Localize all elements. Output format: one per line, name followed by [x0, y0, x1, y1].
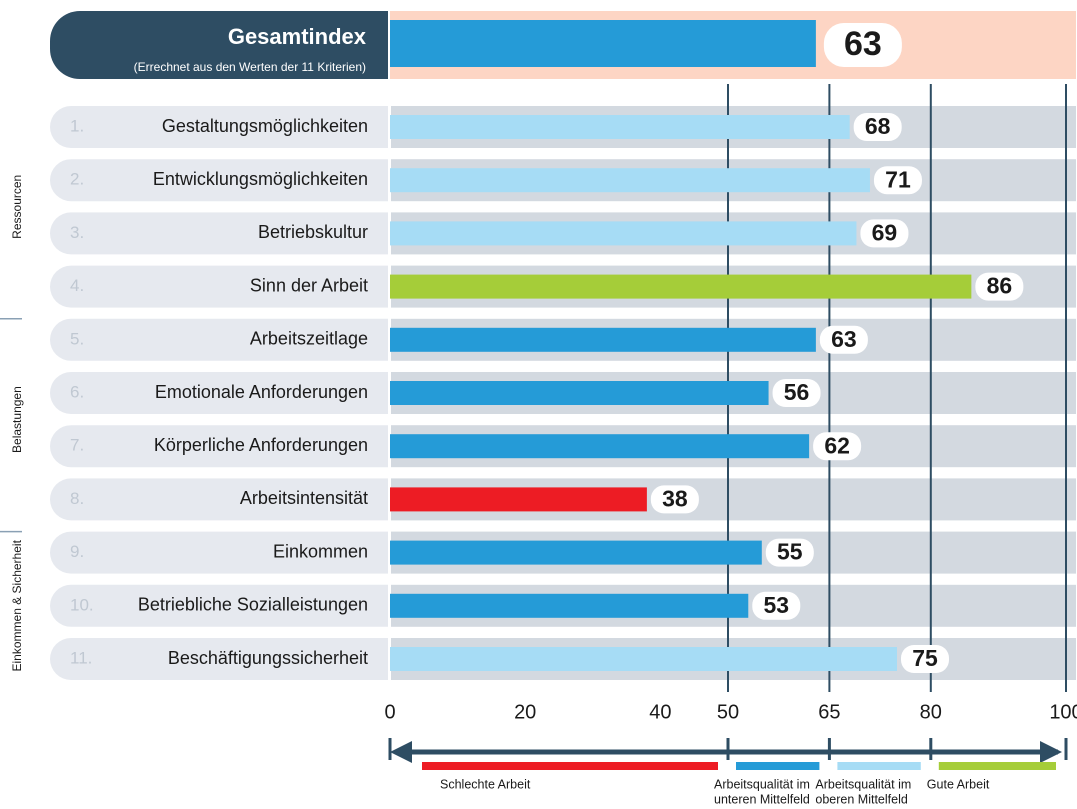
- value-pill: [752, 591, 801, 620]
- bar: [390, 115, 850, 139]
- rank: 4.: [70, 276, 84, 295]
- total-bar: [390, 20, 816, 67]
- rank: 2.: [70, 170, 84, 189]
- legend-label: unteren Mittelfeld: [714, 792, 810, 806]
- rank: 5.: [70, 329, 84, 348]
- value-pill: [901, 645, 949, 673]
- bar: [390, 274, 972, 299]
- value-label: 68: [865, 113, 891, 139]
- value-pill: [765, 538, 814, 567]
- bar: [390, 487, 647, 512]
- row-label-bg: [50, 425, 388, 468]
- category-label: Gestaltungsmöglichkeiten: [162, 116, 368, 136]
- value-pill: [873, 166, 922, 195]
- group-label: Einkommen & Sicherheit: [10, 539, 24, 671]
- legend-label: Gute Arbeit: [927, 777, 990, 791]
- group-label: Belastungen: [10, 386, 24, 453]
- legend-label: Arbeitsqualität im: [815, 777, 911, 791]
- category-label: Arbeitsintensität: [240, 488, 368, 508]
- value-label: 62: [824, 432, 850, 458]
- value-pill: [772, 379, 821, 407]
- value-pill: [819, 325, 868, 354]
- row-label-bg: [50, 159, 388, 202]
- legend-label: oberen Mittelfeld: [815, 792, 907, 806]
- value-label: 56: [784, 379, 810, 405]
- rank: 1.: [70, 116, 84, 135]
- x-tick-label: 0: [384, 701, 395, 723]
- rank: 10.: [70, 595, 94, 614]
- legend-swatch: [938, 762, 1056, 770]
- rank: 9.: [70, 542, 84, 561]
- rank: 8.: [70, 489, 84, 508]
- row-label-bg: [49, 478, 389, 521]
- bar: [390, 434, 810, 459]
- total-pill: [823, 23, 902, 67]
- value-label: 86: [987, 273, 1013, 299]
- total-title: Gesamtindex: [228, 24, 367, 49]
- rank: 3.: [70, 223, 84, 242]
- x-tick-label: 100: [1049, 701, 1077, 723]
- row-label-bg: [50, 106, 388, 148]
- row-label-bg: [50, 531, 388, 574]
- row-label-bg: [50, 372, 388, 414]
- bar: [390, 327, 816, 352]
- x-tick-label: 50: [717, 701, 739, 723]
- value-pill: [813, 432, 862, 461]
- legend-swatch: [736, 762, 820, 770]
- rank: 7.: [70, 436, 84, 455]
- bar: [390, 540, 762, 565]
- bar: [390, 168, 870, 193]
- legend-label: Schlechte Arbeit: [440, 777, 531, 791]
- x-tick-label: 20: [514, 701, 536, 723]
- category-label: Einkommen: [273, 541, 368, 561]
- rank: 11.: [70, 648, 92, 667]
- value-label: 55: [777, 539, 803, 565]
- value-label: 75: [912, 645, 938, 671]
- x-tick-label: 80: [920, 701, 942, 723]
- legend-label: Arbeitsqualität im: [714, 777, 810, 791]
- x-tick-label: 40: [649, 701, 671, 723]
- x-tick-label: 65: [818, 701, 840, 723]
- group-label: Ressourcen: [10, 175, 24, 239]
- arrow-head-left: [390, 741, 412, 763]
- total-subtitle: (Errechnet aus den Werten der 11 Kriteri…: [134, 60, 366, 74]
- value-pill: [975, 272, 1024, 301]
- category-label: Entwicklungsmöglichkeiten: [153, 169, 368, 189]
- category-label: Arbeitszeitlage: [250, 329, 368, 349]
- rank: 6.: [70, 382, 84, 401]
- category-label: Emotionale Anforderungen: [155, 382, 368, 402]
- category-label: Körperliche Anforderungen: [154, 435, 368, 455]
- value-label: 53: [763, 592, 789, 618]
- value-label: 71: [885, 166, 911, 192]
- bar: [390, 381, 769, 405]
- arrow-head-right: [1040, 741, 1062, 763]
- legend-swatch: [837, 762, 921, 770]
- bar: [390, 647, 897, 671]
- value-label: 63: [831, 326, 857, 352]
- row-label-bg: [50, 638, 388, 680]
- total-value: 63: [844, 25, 882, 63]
- value-pill: [853, 113, 902, 141]
- row-label-bg: [50, 212, 388, 255]
- row-label-bg: [50, 265, 388, 308]
- row-label-bg: [50, 318, 388, 361]
- value-pill: [650, 485, 699, 514]
- value-pill: [860, 219, 909, 248]
- row-label-bg: [50, 584, 388, 627]
- value-label: 69: [872, 219, 898, 245]
- legend-swatch: [422, 762, 718, 770]
- category-label: Sinn der Arbeit: [250, 275, 368, 295]
- category-label: Betriebskultur: [258, 222, 368, 242]
- bar: [390, 221, 857, 246]
- bar: [390, 593, 749, 618]
- category-label: Beschäftigungssicherheit: [168, 648, 368, 668]
- total-label-bg: [50, 11, 388, 79]
- category-label: Betriebliche Sozialleistungen: [138, 595, 368, 615]
- value-label: 38: [662, 485, 688, 511]
